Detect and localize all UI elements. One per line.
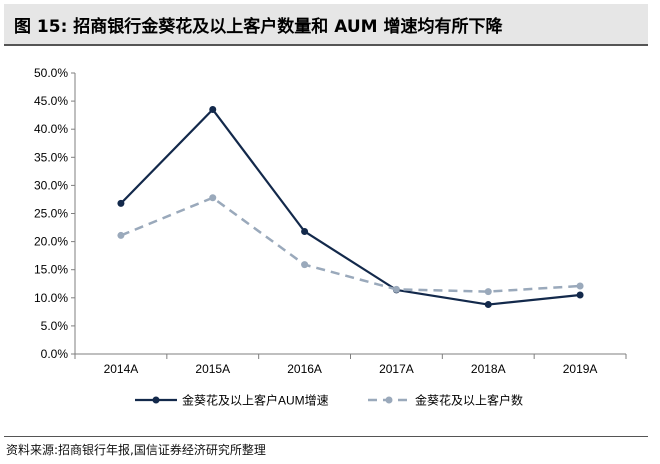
legend-customers-marker bbox=[385, 396, 393, 404]
x-tick-label: 2019A bbox=[563, 362, 598, 376]
y-tick-label: 40.0% bbox=[34, 122, 68, 136]
x-tick-label: 2015A bbox=[195, 362, 230, 376]
aum-data-point bbox=[576, 291, 584, 299]
customers-data-point bbox=[484, 288, 492, 296]
figure-title: 图 15: 招商银行金葵花及以上客户数量和 AUM 增速均有所下降 bbox=[14, 16, 503, 37]
aum-data-point bbox=[209, 106, 217, 114]
legend-aum-label: 金葵花及以上客户AUM增速 bbox=[182, 393, 329, 408]
y-tick-label: 35.0% bbox=[34, 150, 68, 164]
y-tick-label: 15.0% bbox=[34, 263, 68, 277]
y-tick-label: 20.0% bbox=[34, 235, 68, 249]
source-rule bbox=[4, 436, 648, 437]
legend-customers-label: 金葵花及以上客户数 bbox=[415, 393, 523, 408]
customers-data-point bbox=[117, 231, 125, 239]
customers-data-point bbox=[576, 282, 584, 290]
y-tick-label: 25.0% bbox=[34, 207, 68, 221]
source-note: 资料来源:招商银行年报,国信证券经济研究所整理 bbox=[6, 443, 266, 457]
aum-data-point bbox=[301, 227, 309, 235]
x-tick-label: 2016A bbox=[287, 362, 322, 376]
y-tick-label: 45.0% bbox=[34, 94, 68, 108]
title-bar: 图 15: 招商银行金葵花及以上客户数量和 AUM 增速均有所下降 bbox=[4, 4, 648, 44]
aum-data-point bbox=[484, 301, 492, 309]
x-tick-label: 2018A bbox=[471, 362, 506, 376]
customers-data-point bbox=[209, 194, 217, 202]
aum-data-point bbox=[117, 199, 125, 207]
customers-series-line bbox=[120, 196, 581, 293]
customers-data-point bbox=[392, 285, 400, 293]
x-tick-label: 2017A bbox=[379, 362, 414, 376]
x-tick-label: 2014A bbox=[104, 362, 139, 376]
line-chart: 50.0% 45.0% 40.0% 35.0% 30.0% 25.0% 20.0% 15.0%… bbox=[34, 66, 627, 408]
y-tick-label: 30.0% bbox=[34, 178, 68, 192]
aum-series-line bbox=[120, 108, 581, 306]
legend-aum-marker bbox=[152, 396, 160, 404]
title-rule bbox=[4, 44, 648, 46]
y-tick-label: 50.0% bbox=[34, 66, 68, 80]
y-tick-label: 10.0% bbox=[34, 291, 68, 305]
customers-data-point bbox=[301, 261, 309, 269]
y-tick-label: 5.0% bbox=[41, 319, 69, 333]
y-tick-label: 0.0% bbox=[41, 347, 69, 361]
chart-area: 50.0% 45.0% 40.0% 35.0% 30.0% 25.0% 20.0% 15.0%… bbox=[0, 46, 660, 436]
